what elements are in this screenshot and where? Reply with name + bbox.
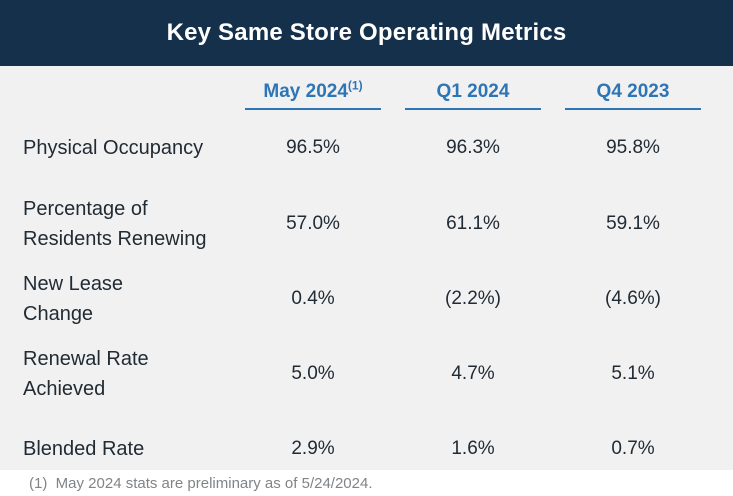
column-header-label: Q1 2024	[436, 81, 510, 102]
cell-value: (4.6%)	[605, 287, 661, 309]
cell-value: 0.7%	[611, 437, 655, 459]
column-header-label: May 2024	[263, 81, 348, 102]
column-header-underline	[405, 108, 541, 110]
column-header-may-2024: May 2024(1)	[233, 78, 393, 110]
cell-value: 96.3%	[446, 137, 500, 158]
footnote-marker: (1)	[347, 78, 363, 93]
table-row: Renewal Rate Achieved 5.0% 4.7% 5.1%	[23, 336, 713, 411]
cell-value: 61.1%	[446, 212, 500, 234]
table-row: Physical Occupancy 96.5% 96.3% 95.8%	[23, 110, 713, 186]
row-label: Renewal Rate Achieved	[23, 347, 149, 400]
table-row: Percentage of Residents Renewing 57.0% 6…	[23, 186, 713, 261]
cell-value: 57.0%	[286, 212, 340, 234]
cell-value: 95.8%	[606, 137, 660, 158]
column-header-underline	[245, 108, 381, 110]
row-label: Blended Rate	[23, 437, 145, 460]
cell-value: 1.6%	[451, 437, 495, 459]
column-header-q1-2024: Q1 2024	[393, 81, 553, 110]
cell-value: 4.7%	[451, 362, 495, 384]
column-header-q4-2023: Q4 2023	[553, 81, 713, 110]
footnote: (1) May 2024 stats are preliminary as of…	[29, 474, 373, 492]
cell-value: 5.0%	[291, 362, 335, 384]
cell-value: 0.4%	[291, 287, 335, 309]
column-header-label: Q4 2023	[596, 81, 670, 102]
row-label: Physical Occupancy	[23, 137, 204, 159]
cell-value: 96.5%	[286, 137, 340, 158]
metrics-table: May 2024(1) Q1 2024 Q4 2023 Physical Occ…	[0, 66, 733, 470]
row-label: New Lease Change	[23, 272, 124, 325]
cell-value: 59.1%	[606, 212, 660, 234]
cell-value: 2.9%	[291, 437, 335, 459]
title-bar: Key Same Store Operating Metrics	[0, 0, 733, 66]
page-title: Key Same Store Operating Metrics	[166, 19, 567, 46]
cell-value: 5.1%	[611, 362, 655, 384]
column-header-underline	[565, 108, 701, 110]
table-header-row: May 2024(1) Q1 2024 Q4 2023	[23, 66, 713, 110]
row-label: Percentage of Residents Renewing	[23, 197, 207, 250]
cell-value: (2.2%)	[445, 287, 501, 309]
table-row: Blended Rate 2.9% 1.6% 0.7%	[23, 411, 713, 470]
footnote-bar: (1) May 2024 stats are preliminary as of…	[0, 470, 733, 496]
table-row: New Lease Change 0.4% (2.2%) (4.6%)	[23, 261, 713, 336]
